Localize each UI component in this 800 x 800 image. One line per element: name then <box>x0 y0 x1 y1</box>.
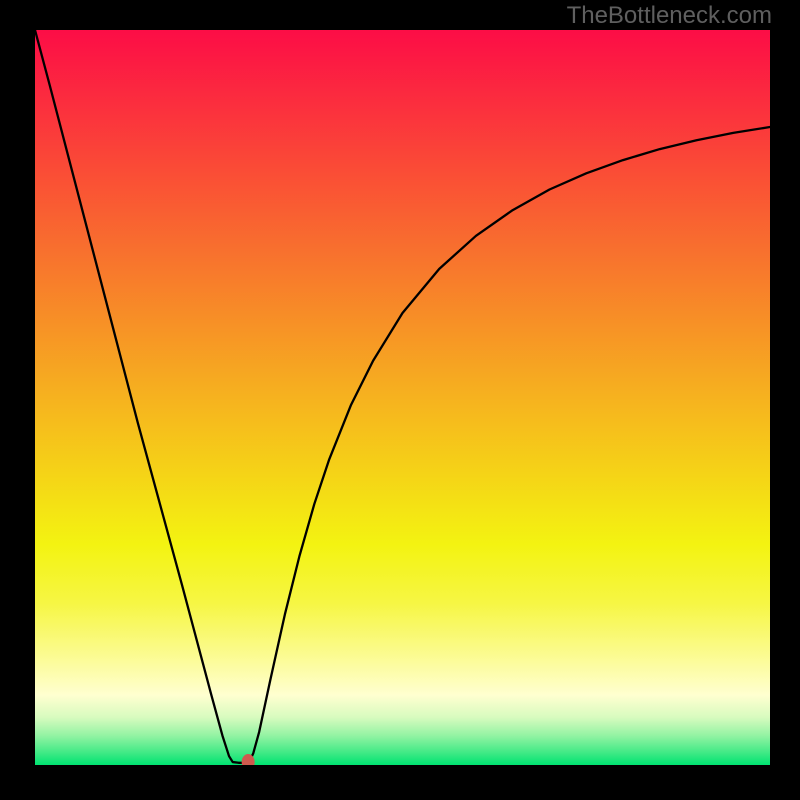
watermark-text: TheBottleneck.com <box>567 2 772 30</box>
bottleneck-chart <box>35 30 770 765</box>
gradient-background <box>35 30 770 765</box>
stage: TheBottleneck.com <box>0 0 800 800</box>
plot-area <box>35 30 770 765</box>
